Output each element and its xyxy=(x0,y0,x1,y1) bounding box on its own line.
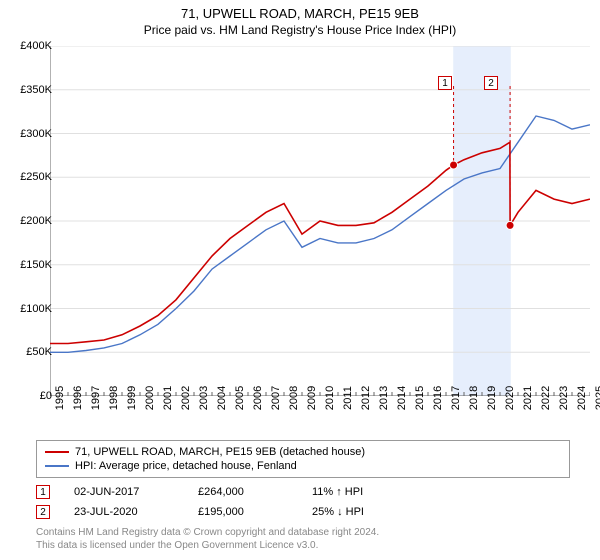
y-tick-label: £350K xyxy=(6,84,52,96)
sale-delta: 11% ↑ HPI xyxy=(312,486,402,498)
sale-callout-marker: 1 xyxy=(438,76,452,90)
sale-price: £195,000 xyxy=(198,506,288,518)
sale-price: £264,000 xyxy=(198,486,288,498)
sale-date: 23-JUL-2020 xyxy=(74,506,174,518)
legend-swatch xyxy=(45,451,69,453)
x-tick-label: 2000 xyxy=(144,386,156,410)
sale-delta: 25% ↓ HPI xyxy=(312,506,402,518)
x-tick-label: 2020 xyxy=(504,386,516,410)
x-tick-label: 2021 xyxy=(522,386,534,410)
x-tick-label: 2016 xyxy=(432,386,444,410)
x-tick-label: 2004 xyxy=(216,386,228,410)
x-tick-label: 2025 xyxy=(594,386,600,410)
footer-line1: Contains HM Land Registry data © Crown c… xyxy=(36,526,570,539)
sale-marker: 2 xyxy=(36,505,50,519)
x-tick-label: 2005 xyxy=(234,386,246,410)
x-tick-label: 2013 xyxy=(378,386,390,410)
footer-line2: This data is licensed under the Open Gov… xyxy=(36,539,570,552)
x-tick-label: 2008 xyxy=(288,386,300,410)
x-tick-label: 2018 xyxy=(468,386,480,410)
sale-row: 2 23-JUL-2020 £195,000 25% ↓ HPI xyxy=(36,502,570,522)
legend-row: HPI: Average price, detached house, Fenl… xyxy=(45,459,561,473)
legend-label: HPI: Average price, detached house, Fenl… xyxy=(75,460,297,472)
x-tick-label: 1997 xyxy=(90,386,102,410)
y-tick-label: £150K xyxy=(6,259,52,271)
x-tick-label: 1999 xyxy=(126,386,138,410)
chart-plot-area xyxy=(50,46,590,396)
legend: 71, UPWELL ROAD, MARCH, PE15 9EB (detach… xyxy=(36,440,570,478)
sale-row: 1 02-JUN-2017 £264,000 11% ↑ HPI xyxy=(36,482,570,502)
chart-subtitle: Price paid vs. HM Land Registry's House … xyxy=(0,21,600,41)
sale-date: 02-JUN-2017 xyxy=(74,486,174,498)
x-tick-label: 2019 xyxy=(486,386,498,410)
sales-table: 1 02-JUN-2017 £264,000 11% ↑ HPI 2 23-JUL-202… xyxy=(36,482,570,522)
y-tick-label: £0 xyxy=(6,390,52,402)
x-tick-label: 2023 xyxy=(558,386,570,410)
x-tick-label: 2010 xyxy=(324,386,336,410)
x-tick-label: 2002 xyxy=(180,386,192,410)
sale-marker: 1 xyxy=(36,485,50,499)
y-tick-label: £400K xyxy=(6,40,52,52)
y-tick-label: £50K xyxy=(6,346,52,358)
footer-attribution: Contains HM Land Registry data © Crown c… xyxy=(36,526,570,552)
x-tick-label: 1995 xyxy=(54,386,66,410)
x-tick-label: 2001 xyxy=(162,386,174,410)
legend-label: 71, UPWELL ROAD, MARCH, PE15 9EB (detach… xyxy=(75,446,365,458)
y-tick-label: £300K xyxy=(6,128,52,140)
x-tick-label: 1998 xyxy=(108,386,120,410)
x-tick-label: 2022 xyxy=(540,386,552,410)
y-tick-label: £100K xyxy=(6,303,52,315)
x-tick-label: 2007 xyxy=(270,386,282,410)
x-tick-label: 2011 xyxy=(342,386,354,410)
chart-svg xyxy=(50,46,590,396)
x-tick-label: 2003 xyxy=(198,386,210,410)
x-tick-label: 2014 xyxy=(396,386,408,410)
x-tick-label: 2006 xyxy=(252,386,264,410)
legend-swatch xyxy=(45,465,69,467)
y-tick-label: £200K xyxy=(6,215,52,227)
x-tick-label: 2009 xyxy=(306,386,318,410)
x-tick-label: 2015 xyxy=(414,386,426,410)
chart-container: 71, UPWELL ROAD, MARCH, PE15 9EB Price p… xyxy=(0,0,600,560)
chart-title: 71, UPWELL ROAD, MARCH, PE15 9EB xyxy=(0,0,600,21)
x-tick-label: 1996 xyxy=(72,386,84,410)
x-tick-label: 2012 xyxy=(360,386,372,410)
sale-callout-marker: 2 xyxy=(484,76,498,90)
x-tick-label: 2024 xyxy=(576,386,588,410)
x-tick-label: 2017 xyxy=(450,386,462,410)
y-tick-label: £250K xyxy=(6,171,52,183)
legend-row: 71, UPWELL ROAD, MARCH, PE15 9EB (detach… xyxy=(45,445,561,459)
